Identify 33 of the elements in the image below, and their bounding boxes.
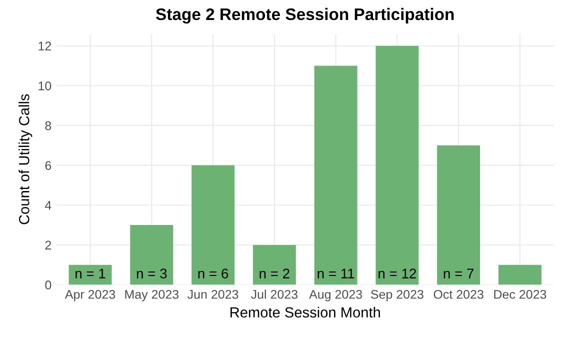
- bar: [437, 145, 480, 285]
- data-label: n = 2: [260, 268, 290, 278]
- data-label: n = 6: [198, 268, 228, 278]
- x-axis-title: Remote Session Month: [230, 306, 380, 318]
- data-label: n = 1: [76, 268, 106, 278]
- x-tick-label: Sep 2023: [370, 290, 424, 302]
- x-tick-label: Jul 2023: [250, 290, 298, 299]
- x-tick-label: May 2023: [125, 290, 179, 302]
- x-tick-label: Apr 2023: [64, 290, 116, 302]
- y-tick-label: 6: [45, 161, 52, 170]
- data-label: n = 12: [378, 268, 416, 278]
- data-label: n = 7: [444, 268, 474, 278]
- bar: [252, 244, 296, 285]
- y-tick-label: 8: [45, 121, 52, 130]
- y-tick-label: 10: [38, 81, 52, 90]
- data-label: n = 3: [136, 268, 167, 278]
- x-tick-label: Oct 2023: [434, 290, 484, 299]
- y-tick-label: 12: [38, 42, 52, 50]
- chart-title: Stage 2 Remote Session Participation: [156, 8, 454, 24]
- x-tick-label: Aug 2023: [309, 290, 362, 302]
- bar: [130, 225, 174, 285]
- y-axis-title: Count of Utility Calls: [18, 94, 32, 224]
- bar: [68, 264, 112, 285]
- bar: [498, 264, 542, 285]
- y-tick-label: 2: [45, 240, 52, 250]
- x-tick-label: Dec 2023: [494, 290, 546, 299]
- x-tick-label: Jun 2023: [188, 290, 238, 299]
- bar: [314, 66, 358, 285]
- y-tick-label: 4: [44, 201, 52, 210]
- bar: [376, 46, 419, 285]
- y-tick-label: 0: [45, 280, 52, 290]
- bar: [192, 165, 235, 285]
- data-label: n = 11: [318, 268, 354, 278]
